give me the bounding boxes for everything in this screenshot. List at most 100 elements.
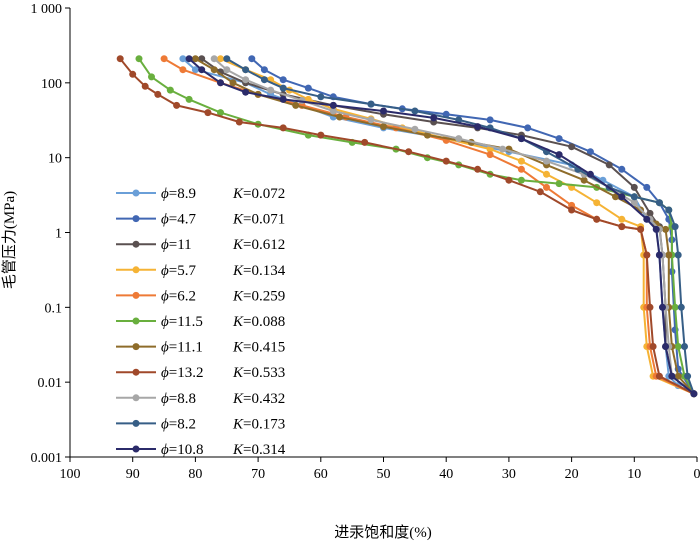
- series-line: [188, 57, 695, 395]
- data-point: [643, 183, 651, 191]
- legend-swatch-marker: [132, 317, 140, 325]
- legend-k-label: K=0.612: [232, 237, 285, 253]
- data-point: [681, 343, 688, 350]
- data-point: [141, 82, 149, 90]
- legend-swatch-marker: [132, 368, 140, 376]
- data-point: [674, 251, 682, 259]
- data-point: [442, 157, 450, 165]
- data-point: [612, 193, 619, 201]
- data-point: [116, 55, 124, 63]
- data-point: [671, 223, 679, 231]
- data-point: [223, 55, 231, 63]
- data-point: [474, 165, 482, 173]
- data-point: [543, 183, 550, 191]
- legend-item: ϕ=11 K=0.612: [116, 237, 285, 253]
- data-point: [568, 143, 576, 151]
- data-point: [593, 215, 601, 223]
- data-point: [191, 55, 199, 63]
- legend: ϕ=8.9 K=0.072 ϕ=4.7 K=0.071 ϕ=11 K=0.612 ϕ=5.7…: [116, 186, 286, 458]
- data-point: [646, 209, 654, 217]
- y-tick-label: 0.001: [31, 451, 63, 466]
- legend-item: ϕ=11.1 K=0.415: [116, 340, 285, 356]
- legend-swatch-marker: [132, 291, 140, 299]
- data-point: [605, 161, 613, 169]
- x-tick-label: 70: [251, 467, 265, 482]
- data-point: [217, 79, 224, 87]
- data-point: [148, 73, 155, 81]
- legend-k-label: K=0.533: [232, 365, 285, 381]
- data-point: [618, 223, 626, 231]
- legend-item: ϕ=6.2 K=0.259: [116, 288, 285, 304]
- data-point: [630, 193, 638, 201]
- data-point: [674, 343, 682, 350]
- data-point: [665, 251, 673, 259]
- x-tick-label: 40: [439, 467, 453, 482]
- y-tick-label: 0.1: [45, 301, 63, 316]
- data-point: [662, 343, 670, 350]
- data-point: [242, 66, 250, 74]
- data-point: [336, 113, 344, 121]
- data-point: [185, 55, 193, 63]
- data-point: [536, 188, 544, 196]
- y-tick-label: 1 000: [31, 2, 63, 17]
- y-tick-label: 1: [55, 227, 62, 242]
- data-point: [593, 199, 601, 207]
- y-tick-label: 0.01: [38, 376, 63, 391]
- x-tick-label: 10: [627, 467, 641, 482]
- data-point: [423, 131, 431, 139]
- data-point: [267, 86, 275, 94]
- x-tick-label: 90: [126, 467, 140, 482]
- data-point: [618, 215, 626, 223]
- legend-swatch-marker: [132, 445, 140, 453]
- data-point: [662, 225, 670, 233]
- x-axis-title: 进汞饱和度(%): [334, 524, 432, 541]
- series-11: [185, 55, 698, 398]
- data-point: [677, 303, 685, 311]
- data-point: [655, 199, 663, 207]
- data-point: [505, 176, 513, 184]
- y-tick-label: 100: [41, 77, 62, 92]
- data-point: [455, 135, 463, 143]
- data-point: [580, 176, 588, 184]
- series-line: [138, 58, 695, 395]
- data-point: [684, 372, 692, 380]
- data-point: [630, 199, 638, 207]
- data-point: [279, 84, 287, 92]
- data-point: [217, 55, 224, 63]
- data-point: [499, 145, 507, 153]
- data-point: [179, 66, 187, 74]
- data-point: [329, 107, 337, 115]
- legend-phi-label: ϕ=8.2: [161, 416, 196, 432]
- data-point: [517, 157, 525, 165]
- data-point: [367, 116, 375, 124]
- data-point: [411, 125, 419, 133]
- data-point: [405, 148, 413, 156]
- legend-k-label: K=0.415: [232, 340, 285, 356]
- y-axis-title: 毛管压力(MPa): [1, 191, 18, 289]
- x-tick-label: 30: [502, 467, 516, 482]
- data-point: [665, 206, 673, 214]
- legend-item: ϕ=11.5 K=0.088: [116, 314, 285, 330]
- data-point: [380, 123, 387, 131]
- data-point: [674, 372, 682, 380]
- data-point: [204, 109, 212, 117]
- data-point: [367, 100, 375, 108]
- data-point: [304, 84, 312, 92]
- legend-k-label: K=0.071: [232, 212, 285, 228]
- legend-item: ϕ=13.2 K=0.533: [116, 365, 285, 381]
- data-point: [659, 303, 666, 311]
- legend-item: ϕ=5.7 K=0.134: [116, 263, 286, 279]
- x-tick-label: 0: [694, 467, 700, 482]
- y-tick-label: 10: [48, 152, 62, 167]
- legend-k-label: K=0.134: [232, 263, 286, 279]
- legend-phi-label: ϕ=10.8: [161, 442, 203, 458]
- data-point: [652, 225, 660, 233]
- data-point: [543, 170, 550, 178]
- x-tick-label: 20: [565, 467, 579, 482]
- legend-swatch-marker: [132, 343, 140, 351]
- legend-k-label: K=0.432: [232, 391, 285, 407]
- data-point: [643, 215, 651, 223]
- data-point: [586, 170, 594, 178]
- data-point: [317, 131, 325, 139]
- data-point: [154, 90, 162, 98]
